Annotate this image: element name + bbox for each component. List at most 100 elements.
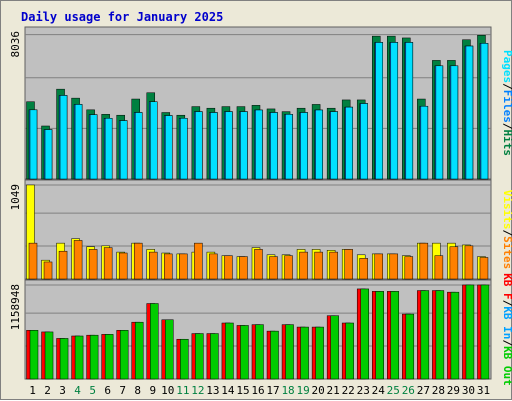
bar-top-pages-day-12 <box>195 111 203 180</box>
bar-middle-sites-day-25 <box>389 253 399 280</box>
bar-top-pages-day-18 <box>285 114 293 180</box>
bar-top-pages-day-31 <box>480 43 489 180</box>
bar-top-pages-day-17 <box>270 112 278 180</box>
x-label-day-4: 4 <box>74 384 81 397</box>
x-label-day-21: 21 <box>327 384 340 397</box>
x-label-day-1: 1 <box>29 384 36 397</box>
bar-top-pages-day-20 <box>315 109 323 180</box>
bar-top-pages-day-6 <box>104 118 113 180</box>
x-label-day-15: 15 <box>236 384 249 397</box>
bar-middle-sites-day-15 <box>239 256 248 280</box>
bar-middle-sites-day-21 <box>329 251 338 280</box>
bar-middle-sites-day-11 <box>179 253 188 280</box>
bar-bottom-kb-out-day-23 <box>360 288 369 380</box>
bar-top-pages-day-19 <box>300 112 308 180</box>
x-label-day-8: 8 <box>134 384 141 397</box>
x-label-day-29: 29 <box>447 384 460 397</box>
x-label-day-25: 25 <box>387 384 400 397</box>
x-label-day-17: 17 <box>266 384 279 397</box>
bar-middle-sites-day-19 <box>299 251 308 280</box>
bar-middle-sites-day-12 <box>194 242 203 280</box>
bar-middle-sites-day-31 <box>479 257 489 280</box>
bar-bottom-kb-out-day-18 <box>285 324 294 380</box>
bar-bottom-kb-out-day-4 <box>74 335 84 380</box>
bar-top-pages-day-3 <box>59 95 68 180</box>
legend-entry-pages: Pages <box>501 50 512 83</box>
x-label-day-19: 19 <box>296 384 309 397</box>
legend-entry-hits: Hits <box>501 130 512 157</box>
x-label-day-27: 27 <box>417 384 430 397</box>
x-label-day-18: 18 <box>281 384 294 397</box>
x-label-day-6: 6 <box>104 384 111 397</box>
legend-entry-kb-f: KB F <box>501 273 512 300</box>
bar-bottom-kb-out-day-14 <box>225 322 234 380</box>
bar-middle-sites-day-6 <box>103 247 113 280</box>
legend-entry-visits: Visits <box>501 190 512 230</box>
bar-bottom-kb-out-day-3 <box>59 338 69 380</box>
bar-top-pages-day-27 <box>420 105 429 180</box>
bar-bottom-kb-out-day-10 <box>165 319 174 380</box>
legend-middle: Visits/Sites <box>501 190 512 270</box>
bar-bottom-kb-out-day-31 <box>480 284 490 380</box>
bar-bottom-kb-out-day-5 <box>89 334 99 380</box>
bar-top-pages-day-21 <box>330 111 338 180</box>
bar-middle-sites-day-30 <box>464 245 474 280</box>
bar-bottom-kb-out-day-20 <box>315 326 324 380</box>
bar-top-pages-day-15 <box>240 111 248 180</box>
bar-middle-sites-day-8 <box>133 242 143 280</box>
bar-middle-sites-day-26 <box>404 256 414 280</box>
bar-middle-sites-day-3 <box>58 250 68 280</box>
x-label-day-31: 31 <box>477 384 490 397</box>
x-label-day-16: 16 <box>251 384 264 397</box>
x-label-day-22: 22 <box>342 384 355 397</box>
bar-bottom-kb-out-day-25 <box>390 291 400 380</box>
x-label-day-23: 23 <box>357 384 370 397</box>
y-max-label-middle: 1049 <box>9 184 22 211</box>
x-label-day-30: 30 <box>462 384 475 397</box>
x-label-day-24: 24 <box>372 384 386 397</box>
bar-middle-sites-day-28 <box>434 255 444 280</box>
bar-bottom-kb-out-day-8 <box>134 321 144 380</box>
bar-middle-sites-day-24 <box>374 253 383 280</box>
bar-top-pages-day-22 <box>345 106 353 180</box>
x-label-day-10: 10 <box>161 384 174 397</box>
x-label-day-3: 3 <box>59 384 66 397</box>
bar-middle-sites-day-1 <box>28 242 38 280</box>
bar-top-pages-day-2 <box>44 129 53 180</box>
y-max-label-top: 8036 <box>9 31 22 58</box>
bar-middle-sites-day-9 <box>149 251 158 280</box>
bar-top-pages-day-8 <box>134 112 143 180</box>
legend-entry-files: Files <box>501 90 512 123</box>
bar-bottom-kb-out-day-21 <box>330 315 339 380</box>
bar-bottom-kb-out-day-17 <box>270 330 279 380</box>
bar-bottom-kb-out-day-1 <box>29 330 39 380</box>
bar-middle-sites-day-16 <box>254 249 263 280</box>
bar-bottom-kb-out-day-2 <box>44 331 54 380</box>
legend-separator: / <box>501 123 512 130</box>
legend-separator: / <box>501 230 512 237</box>
x-label-day-28: 28 <box>432 384 445 397</box>
bar-bottom-kb-out-day-6 <box>104 334 114 380</box>
bar-top-pages-day-23 <box>360 103 368 180</box>
bar-bottom-kb-out-day-19 <box>300 326 309 380</box>
bar-middle-sites-day-22 <box>344 249 353 280</box>
legend-entry-sites: Sites <box>501 236 512 269</box>
bar-top-pages-day-24 <box>375 42 383 180</box>
bar-top-pages-day-11 <box>180 118 188 180</box>
chart-title: Daily usage for January 2025 <box>21 10 223 24</box>
legend-entry-kb-in: KB In <box>501 306 512 339</box>
x-label-day-7: 7 <box>119 384 126 397</box>
bar-top-pages-day-16 <box>255 109 263 180</box>
bar-middle-sites-day-17 <box>269 256 278 280</box>
legend-separator: / <box>501 339 512 346</box>
bar-top-pages-day-30 <box>465 45 474 180</box>
bar-bottom-kb-out-day-16 <box>255 324 264 380</box>
bar-middle-sites-day-23 <box>359 258 368 280</box>
legend-separator: / <box>501 300 512 307</box>
bar-top-pages-day-10 <box>165 115 173 180</box>
bar-top-pages-day-25 <box>390 42 399 180</box>
bar-middle-sites-day-7 <box>118 252 128 280</box>
bar-middle-sites-day-13 <box>209 253 218 280</box>
bar-top-pages-day-1 <box>29 109 38 180</box>
